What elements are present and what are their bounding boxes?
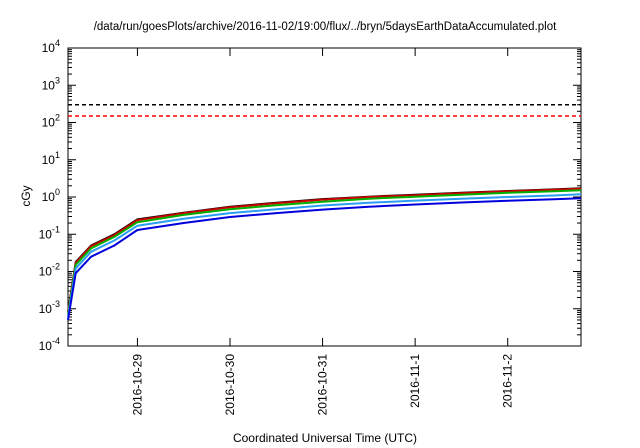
chart-title: /data/run/goesPlots/archive/2016-11-02/1… xyxy=(94,21,557,33)
y-tick-label: 10-2 xyxy=(39,262,60,279)
y-tick-label: 101 xyxy=(42,150,60,167)
y-tick-label: 100 xyxy=(42,187,60,204)
x-tick-label: 2016-10-31 xyxy=(316,354,330,416)
series-line-4 xyxy=(67,193,582,318)
x-tick-label: 2016-11-1 xyxy=(408,354,422,408)
series-line-1 xyxy=(67,187,582,313)
x-axis-label: Coordinated Universal Time (UTC) xyxy=(233,431,417,445)
y-tick-label: 102 xyxy=(42,113,60,130)
y-tick-label: 10-1 xyxy=(39,224,60,241)
y-tick-label: 10-4 xyxy=(39,336,60,353)
plot-area: 10-4 10-3 10-2 10-1 100 101 102 103 104 2016-10-2… xyxy=(39,38,582,416)
series-line-2 xyxy=(67,187,582,313)
y-tick-label: 104 xyxy=(42,38,60,55)
x-tick-label: 2016-11-2 xyxy=(501,354,515,408)
series-line-5 xyxy=(67,197,582,321)
y-axis-label: cGy xyxy=(19,185,33,206)
x-tick-label: 2016-10-29 xyxy=(130,354,144,416)
x-tick-label: 2016-10-30 xyxy=(223,354,237,416)
series-line-3 xyxy=(67,189,582,315)
y-tick-label: 10-3 xyxy=(39,299,60,316)
y-tick-label: 103 xyxy=(42,75,60,92)
